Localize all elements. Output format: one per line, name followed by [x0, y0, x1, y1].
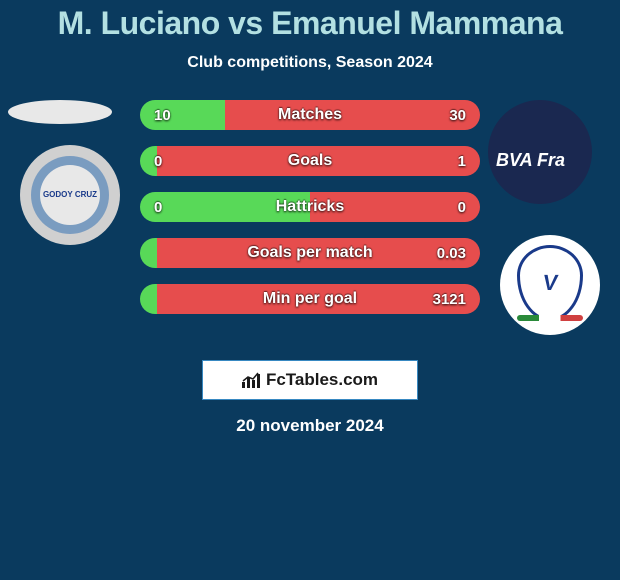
source-logo: FcTables.com — [202, 360, 418, 400]
stat-row: Min per goal3121 — [140, 284, 480, 314]
page-title: M. Luciano vs Emanuel Mammana — [0, 5, 620, 42]
stat-right-value: 0.03 — [437, 238, 466, 268]
comparison-card: M. Luciano vs Emanuel Mammana Club compe… — [0, 0, 620, 580]
stat-row: 0Goals1 — [140, 146, 480, 176]
stat-right-value: 30 — [449, 100, 466, 130]
stat-label: Min per goal — [140, 284, 480, 314]
source-logo-text: FcTables.com — [266, 370, 378, 390]
stat-label: Goals — [140, 146, 480, 176]
jersey-sponsor-text: BVA Fra — [496, 150, 565, 171]
stat-label: Hattricks — [140, 192, 480, 222]
stat-row: Goals per match0.03 — [140, 238, 480, 268]
stat-label: Goals per match — [140, 238, 480, 268]
team-right-crest: V — [500, 235, 600, 335]
date-label: 20 november 2024 — [0, 416, 620, 436]
crest-right-shield: V — [517, 245, 583, 321]
player-right-photo: BVA Fra — [488, 100, 592, 204]
team-left-crest: GODOY CRUZ — [20, 145, 120, 245]
stat-row: 0Hattricks0 — [140, 192, 480, 222]
stat-right-value: 1 — [458, 146, 466, 176]
bars-icon — [242, 372, 262, 388]
stat-bars: 10Matches300Goals10Hattricks0Goals per m… — [140, 100, 480, 330]
stat-row: 10Matches30 — [140, 100, 480, 130]
stat-right-value: 0 — [458, 192, 466, 222]
player-left-photo — [8, 100, 112, 124]
subtitle: Club competitions, Season 2024 — [0, 54, 620, 72]
stat-label: Matches — [140, 100, 480, 130]
comparison-body: GODOY CRUZ BVA Fra V 10Matches300Goals10… — [0, 100, 620, 350]
crest-right-stripe — [517, 315, 583, 321]
crest-left-inner: GODOY CRUZ — [31, 156, 109, 234]
stat-right-value: 3121 — [433, 284, 466, 314]
